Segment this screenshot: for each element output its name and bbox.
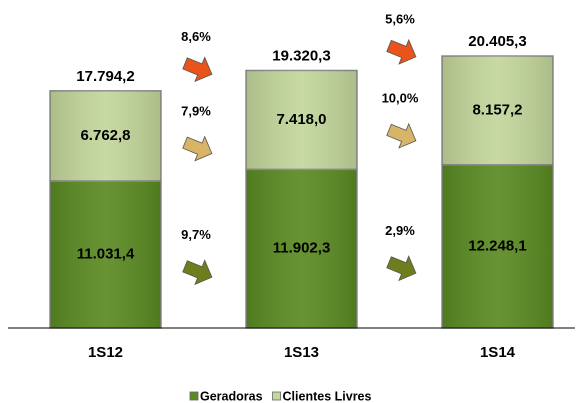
x-tick-label: 1S13 <box>284 344 319 361</box>
growth-label: 2,9% <box>385 223 415 238</box>
arrow-shape <box>386 255 417 282</box>
growth-arrow <box>386 122 417 149</box>
arrow-shape <box>182 56 213 83</box>
total-label: 17.794,2 <box>76 68 134 85</box>
growth-arrow <box>386 38 417 65</box>
x-tick-label: 1S12 <box>88 344 123 361</box>
value-label: 7.418,0 <box>276 111 326 128</box>
total-label: 20.405,3 <box>468 33 526 50</box>
bar-shade <box>50 90 161 181</box>
value-label: 11.031,4 <box>77 245 135 262</box>
bar-shade <box>50 180 161 328</box>
arrow-shape <box>182 259 213 286</box>
growth-label: 5,6% <box>385 12 415 27</box>
legend-swatch <box>189 391 199 401</box>
arrow-shape <box>182 135 213 162</box>
growth-label: 8,6% <box>181 29 211 44</box>
bar-shade <box>246 169 357 328</box>
arrow-shape <box>386 122 417 149</box>
arrow-shape <box>386 38 417 65</box>
growth-label: 7,9% <box>181 103 211 118</box>
legend-label: Clientes Livres <box>283 389 372 403</box>
growth-arrow <box>386 255 417 282</box>
growth-arrow <box>182 259 213 286</box>
legend-swatch <box>272 391 281 401</box>
growth-label: 10,0% <box>382 91 419 106</box>
value-label: 8.157,2 <box>472 101 522 118</box>
growth-arrow <box>182 135 213 162</box>
value-label: 6.762,8 <box>80 127 130 144</box>
growth-arrow <box>182 56 213 83</box>
value-label: 12.248,1 <box>468 237 526 254</box>
total-label: 19.320,3 <box>272 47 330 64</box>
bar-shade <box>442 164 553 328</box>
bar-shade <box>246 70 357 170</box>
growth-label: 9,7% <box>181 227 211 242</box>
x-tick-label: 1S14 <box>480 344 516 361</box>
bar-shade <box>442 56 553 165</box>
legend-label: Geradoras <box>200 389 263 403</box>
value-label: 11.902,3 <box>273 240 331 257</box>
